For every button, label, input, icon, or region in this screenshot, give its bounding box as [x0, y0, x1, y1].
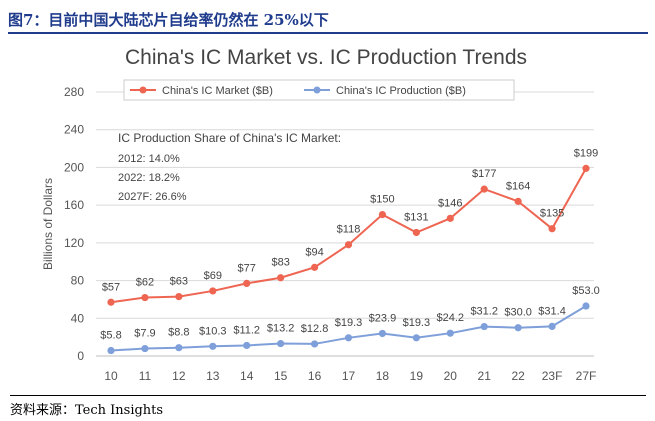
series-point-0	[344, 241, 353, 249]
y-tick-label: 160	[64, 198, 84, 212]
series-point-1	[310, 340, 319, 348]
data-label-1: $11.2	[233, 324, 260, 336]
x-tick-label: 10	[104, 369, 118, 383]
data-label-1: $7.9	[134, 328, 155, 340]
y-tick-label: 40	[71, 311, 85, 325]
x-tick-label: 19	[410, 369, 424, 383]
data-label-0: $57	[102, 281, 120, 293]
x-tick-label: 14	[240, 369, 254, 383]
series-point-1	[141, 344, 149, 353]
x-tick-label: 17	[342, 369, 356, 383]
legend-label-1: China's IC Production ($B)	[336, 85, 466, 97]
x-tick-label: 11	[139, 369, 152, 383]
series-point-1	[175, 344, 183, 352]
data-label-1: $19.3	[335, 317, 363, 329]
data-label-1: $5.8	[100, 330, 121, 342]
figure-header: 图7：目前中国大陆芯片自给率仍然在 25%以下	[8, 6, 648, 34]
series-point-1	[243, 341, 251, 350]
series-point-0	[243, 279, 251, 287]
data-label-0: $94	[305, 246, 323, 258]
data-label-0: $199	[574, 147, 598, 159]
annotation-title: IC Production Share of China's IC Market…	[118, 131, 341, 145]
data-label-1: $12.8	[301, 323, 329, 335]
data-label-0: $118	[337, 224, 361, 236]
series-point-0	[412, 228, 420, 237]
series-point-0	[107, 298, 115, 306]
legend-marker-0	[139, 86, 147, 94]
chart-container: China's IC Market vs. IC Production Tren…	[14, 36, 639, 388]
series-point-0	[548, 225, 556, 233]
data-label-1: $53.0	[572, 285, 600, 297]
series-point-0	[277, 274, 285, 282]
series-point-1	[277, 339, 285, 348]
data-label-0: $77	[238, 262, 256, 274]
series-point-1	[514, 324, 522, 332]
x-tick-label: 21	[478, 369, 492, 383]
annotation-line: 2027F: 26.6%	[118, 191, 187, 203]
series-point-1	[582, 302, 590, 310]
series-point-1	[548, 322, 556, 330]
data-label-0: $63	[170, 276, 188, 288]
series-point-1	[378, 329, 387, 338]
data-label-0: $146	[438, 197, 462, 209]
data-label-0: $69	[204, 270, 222, 282]
data-label-1: $31.4	[538, 305, 566, 317]
data-label-0: $150	[370, 194, 394, 206]
x-tick-label: 22	[511, 369, 525, 383]
series-point-1	[412, 334, 420, 342]
data-label-0: $177	[472, 168, 496, 180]
series-point-0	[582, 164, 590, 172]
y-tick-label: 0	[77, 349, 84, 363]
series-point-1	[344, 334, 353, 342]
series-point-0	[175, 293, 183, 301]
x-tick-label: 27F	[576, 369, 597, 383]
series-point-0	[310, 263, 319, 271]
x-tick-label: 20	[444, 369, 458, 383]
data-label-1: $23.9	[369, 312, 397, 324]
series-point-1	[446, 329, 454, 337]
y-tick-label: 80	[71, 274, 85, 288]
y-axis-label: Billions of Dollars	[41, 178, 55, 270]
series-point-0	[209, 287, 217, 295]
chart-title: China's IC Market vs. IC Production Tren…	[125, 46, 527, 69]
series-point-1	[480, 322, 488, 331]
y-tick-label: 200	[64, 160, 84, 174]
data-label-0: $62	[136, 277, 154, 289]
annotation-line: 2022: 18.2%	[118, 172, 180, 184]
series-point-1	[209, 342, 217, 350]
series-point-1	[107, 346, 115, 355]
data-label-1: $24.2	[437, 312, 465, 324]
y-tick-label: 240	[64, 123, 84, 137]
series-point-0	[446, 214, 454, 222]
data-label-0: $164	[506, 180, 530, 192]
figure-label: 图7：目前中国大陆芯片自给率仍然在 25%以下	[8, 11, 329, 29]
data-label-0: $131	[404, 211, 428, 223]
data-label-0: $135	[540, 208, 564, 220]
x-tick-label: 12	[172, 369, 186, 383]
series-point-0	[378, 210, 387, 219]
x-tick-label: 15	[274, 369, 288, 383]
x-tick-label: 13	[206, 369, 220, 383]
x-tick-label: 16	[308, 369, 322, 383]
series-point-0	[480, 185, 488, 193]
x-tick-label: 18	[376, 369, 390, 383]
source-note: 资料来源：Tech Insights	[10, 395, 646, 418]
series-point-0	[141, 293, 149, 302]
annotation-line: 2012: 14.0%	[118, 153, 180, 165]
legend-label-0: China's IC Market ($B)	[162, 85, 273, 97]
data-label-1: $19.3	[403, 317, 431, 329]
data-label-1: $31.2	[470, 306, 498, 318]
data-label-1: $13.2	[267, 323, 295, 335]
data-label-0: $83	[271, 257, 289, 269]
y-tick-label: 120	[64, 236, 84, 250]
series-point-0	[514, 197, 522, 205]
data-label-1: $30.0	[504, 307, 532, 319]
legend-marker-1	[313, 86, 321, 94]
data-label-1: $8.8	[168, 327, 189, 339]
y-tick-label: 280	[64, 85, 84, 99]
line-chart: China's IC Market vs. IC Production Tren…	[41, 46, 600, 383]
data-label-1: $10.3	[199, 325, 227, 337]
x-tick-label: 23F	[542, 369, 563, 383]
